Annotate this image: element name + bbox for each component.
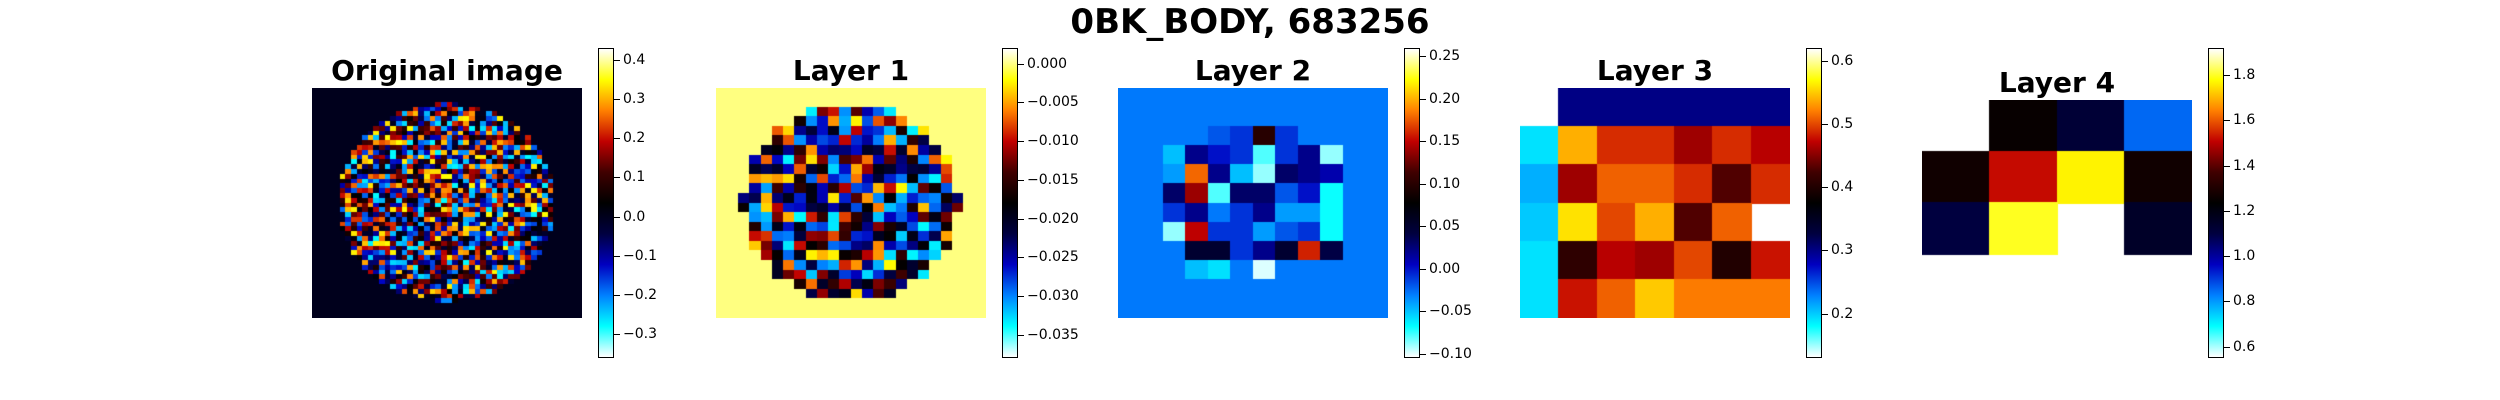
- colorbar-tick: [614, 295, 620, 297]
- colorbar-tick-label: −0.035: [1027, 326, 1079, 343]
- colorbar-tick: [1822, 313, 1828, 315]
- colorbar-layer-4: [2208, 48, 2224, 358]
- colorbar-tick: [2224, 165, 2230, 167]
- colorbar-tick-label: 0.6: [1831, 52, 1854, 69]
- colorbar-tick: [2224, 120, 2230, 122]
- colorbar-tick: [2224, 256, 2230, 258]
- colorbar-tick: [1018, 102, 1024, 104]
- colorbar-tick: [1420, 353, 1426, 355]
- heatmap-layer-4: [1922, 100, 2192, 305]
- heatmap-layer-1: [716, 88, 986, 318]
- colorbar-tick-label: −0.2: [623, 287, 657, 304]
- colorbar-tick-label: −0.025: [1027, 249, 1079, 266]
- colorbar-tick-label: 0.0: [623, 208, 646, 225]
- colorbar-tick-label: −0.3: [623, 326, 657, 343]
- colorbar-tick: [2224, 301, 2230, 303]
- heatmap-layer-2: [1118, 88, 1388, 318]
- colorbar-tick: [2224, 75, 2230, 77]
- colorbar-tick-label: 1.6: [2233, 112, 2256, 129]
- colorbar-tick: [614, 216, 620, 218]
- colorbar-tick-label: 0.6: [2233, 338, 2256, 355]
- colorbar-tick: [1018, 179, 1024, 181]
- colorbar-tick: [614, 177, 620, 179]
- colorbar-tick-label: −0.05: [1429, 303, 1472, 320]
- colorbar-tick-label: 0.1: [623, 169, 646, 186]
- colorbar-layer-2: [1404, 48, 1420, 358]
- colorbar-tick: [1420, 268, 1426, 270]
- colorbar-tick-label: 0.3: [1831, 242, 1854, 259]
- panel-title-layer-1: Layer 1: [792, 54, 910, 87]
- colorbar-tick: [1420, 141, 1426, 143]
- colorbar-tick: [1822, 187, 1828, 189]
- colorbar-tick-label: 0.5: [1831, 115, 1854, 132]
- colorbar-tick-label: −0.020: [1027, 210, 1079, 227]
- colorbar-tick: [1420, 56, 1426, 58]
- colorbar-tick-label: −0.015: [1027, 171, 1079, 188]
- colorbar-layer-1: [1002, 48, 1018, 358]
- colorbar-tick-label: 0.2: [623, 130, 646, 147]
- colorbar-tick-label: 0.00: [1429, 260, 1461, 277]
- colorbar-tick-label: 0.3: [623, 91, 646, 107]
- colorbar-tick-label: 0.4: [1831, 179, 1854, 196]
- colorbar-tick: [1822, 250, 1828, 252]
- colorbar-tick: [614, 334, 620, 336]
- colorbar-tick-label: 1.2: [2233, 202, 2256, 219]
- colorbar-tick-label: 0.15: [1429, 133, 1461, 150]
- colorbar-tick-label: 1.0: [2233, 248, 2256, 265]
- colorbar-tick: [1018, 141, 1024, 142]
- heatmap-layer-3: [1520, 88, 1790, 318]
- panel-title-layer-3: Layer 3: [1596, 54, 1714, 87]
- colorbar-original-image: [598, 48, 614, 358]
- colorbar-tick: [614, 99, 620, 100]
- colorbar-tick: [1420, 98, 1426, 100]
- colorbar-tick-label: 0.05: [1429, 218, 1461, 235]
- colorbar-tick-label: 0.4: [623, 51, 646, 68]
- heatmap-original-image: [312, 88, 582, 318]
- colorbar-tick: [1420, 183, 1426, 185]
- colorbar-tick: [1420, 226, 1426, 228]
- colorbar-tick-label: −0.005: [1027, 94, 1079, 111]
- colorbar-layer-3: [1806, 48, 1822, 358]
- panel-title-layer-2: Layer 2: [1194, 54, 1312, 87]
- colorbar-tick-label: 0.20: [1429, 90, 1461, 107]
- colorbar-tick-label: 1.8: [2233, 67, 2256, 84]
- colorbar-tick: [614, 59, 620, 61]
- colorbar-tick: [614, 255, 620, 257]
- colorbar-tick-label: −0.010: [1027, 133, 1079, 149]
- colorbar-tick: [1822, 60, 1828, 62]
- colorbar-tick-label: 0.8: [2233, 293, 2256, 310]
- colorbar-tick: [2224, 210, 2230, 212]
- colorbar-tick: [1018, 63, 1024, 65]
- panel-title-layer-4: Layer 4: [1998, 66, 2116, 99]
- colorbar-tick: [1822, 123, 1828, 125]
- colorbar-tick: [1018, 257, 1024, 259]
- panel-title-original-image: Original image: [331, 54, 563, 87]
- colorbar-tick-label: −0.1: [623, 247, 657, 264]
- colorbar-tick-label: −0.10: [1429, 345, 1472, 362]
- colorbar-tick: [1018, 218, 1024, 220]
- figure-suptitle: 0BK_BODY, 683256: [1070, 2, 1430, 42]
- colorbar-tick-label: 0.25: [1429, 48, 1461, 65]
- colorbar-tick-label: 0.2: [1831, 305, 1854, 322]
- colorbar-tick: [2224, 346, 2230, 348]
- colorbar-tick: [1420, 311, 1426, 313]
- colorbar-tick-label: 1.4: [2233, 157, 2256, 174]
- colorbar-tick-label: 0.10: [1429, 175, 1461, 192]
- colorbar-tick-label: 0.000: [1027, 55, 1068, 72]
- colorbar-tick: [1018, 296, 1024, 297]
- colorbar-tick: [1018, 334, 1024, 336]
- colorbar-tick-label: −0.030: [1027, 288, 1079, 304]
- colorbar-tick: [614, 138, 620, 140]
